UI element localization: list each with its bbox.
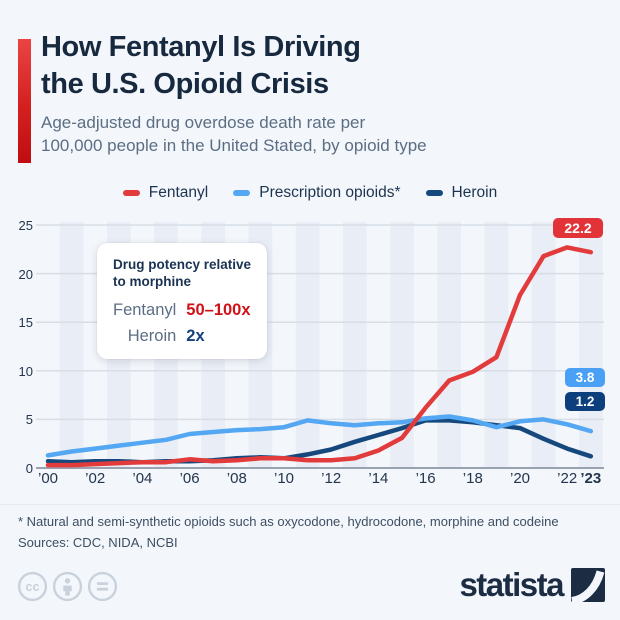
annotation-rows: Fentanyl 50–100x Heroin 2x: [113, 301, 255, 346]
svg-text:cc: cc: [26, 580, 40, 594]
statista-logo[interactable]: statista: [459, 566, 605, 604]
value-badge-fentanyl: 22.2: [553, 218, 603, 238]
annotation-value-fentanyl: 50–100x: [186, 301, 251, 319]
page-subtitle: Age-adjusted drug overdose death rate pe…: [41, 112, 427, 157]
fentanyl-legend-dash-icon: [122, 190, 140, 196]
x-tick-label: ’12: [321, 470, 342, 487]
annotation-title: Drug potency relative to morphine: [113, 256, 255, 290]
red-accent-bar: [18, 39, 31, 163]
heroin-legend-dash-icon: [425, 190, 443, 196]
statista-logo-icon: [571, 568, 605, 602]
x-tick-label: ’08: [226, 470, 247, 487]
legend-item-prescription-opioids: Prescription opioids*: [233, 184, 401, 202]
cc-icon[interactable]: cc: [17, 571, 48, 602]
annotation-title-line-1: Drug potency relative: [113, 257, 252, 272]
statista-logo-text: statista: [459, 566, 564, 603]
sources-text: Sources: CDC, NIDA, NCBI: [18, 535, 178, 550]
subtitle-line-2: 100,000 people in the United Stated, by …: [41, 135, 427, 155]
page-title: How Fentanyl Is Driving the U.S. Opioid …: [41, 29, 361, 103]
x-tick-label: ’10: [273, 470, 295, 487]
y-tick-label: 10: [18, 363, 33, 379]
x-tick-label: ’04: [132, 470, 153, 487]
value-badge-prescription-opioids: 3.8: [565, 368, 605, 387]
annotation-title-line-2: to morphine: [113, 274, 191, 289]
equal-icon[interactable]: [87, 571, 118, 602]
x-tick-label: ’00: [37, 470, 59, 487]
legend-label-prescription-opioids: Prescription opioids*: [259, 184, 401, 201]
title-line-2: the U.S. Opioid Crisis: [41, 68, 329, 100]
y-tick-label: 20: [18, 266, 33, 282]
x-tick-label: ’18: [462, 470, 483, 487]
annotation-value-heroin: 2x: [186, 327, 205, 345]
x-tick-label: ’20: [509, 470, 531, 487]
annotation-label-heroin: Heroin: [127, 327, 177, 345]
y-tick-label: 15: [18, 315, 33, 331]
y-tick-label: 25: [18, 218, 33, 233]
footnote-text: * Natural and semi-synthetic opioids suc…: [18, 514, 559, 529]
legend-item-heroin: Heroin: [425, 184, 498, 202]
legend-item-fentanyl: Fentanyl: [122, 184, 209, 202]
subtitle-line-1: Age-adjusted drug overdose death rate pe…: [41, 113, 366, 132]
x-tick-label: ’23: [580, 470, 602, 487]
chart-legend: Fentanyl Prescription opioids* Heroin: [0, 184, 620, 202]
creative-commons-license[interactable]: cc: [17, 571, 118, 602]
x-tick-label: ’16: [415, 470, 436, 487]
annotation-label-fentanyl: Fentanyl: [113, 301, 177, 319]
prescription-legend-dash-icon: [233, 190, 251, 196]
x-tick-label: ’06: [179, 470, 200, 487]
value-badge-heroin: 1.2: [565, 392, 605, 411]
x-tick-label: ’02: [85, 470, 106, 487]
legend-label-fentanyl: Fentanyl: [148, 184, 209, 201]
attribution-icon[interactable]: [52, 571, 83, 602]
x-tick-label: ’14: [368, 470, 389, 487]
y-tick-label: 0: [25, 461, 33, 476]
title-line-1: How Fentanyl Is Driving: [41, 31, 361, 63]
x-tick-label: ’22: [557, 470, 578, 487]
drug-potency-annotation-box: Drug potency relative to morphine Fentan…: [97, 243, 267, 359]
footer-divider: [0, 504, 620, 505]
y-tick-label: 5: [25, 412, 33, 428]
legend-label-heroin: Heroin: [451, 184, 498, 201]
